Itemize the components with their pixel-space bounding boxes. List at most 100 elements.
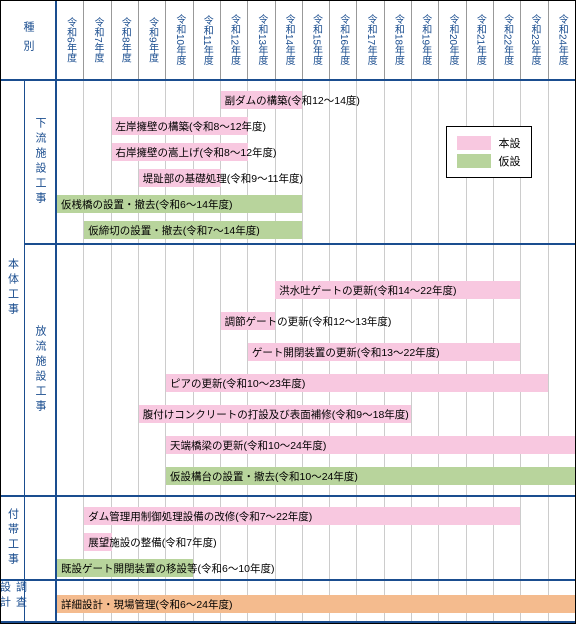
bar-row: ゲート開閉装置の更新(令和13～22年度): [57, 339, 575, 370]
gantt-bar: 右岸擁壁の嵩上げ(令和8～12年度): [112, 143, 248, 161]
row-header-label: 放流施設工事: [32, 325, 48, 415]
year-cell: 令和7年度: [83, 1, 110, 79]
gantt-bar: ゲート開閉装置の更新(令和13～22年度): [248, 343, 521, 361]
year-cell: 令和6年度: [57, 1, 83, 79]
year-label: 令和16年度: [336, 14, 351, 65]
gantt-bar: 既設ゲート開閉装置の移設等(令和6～10年度): [57, 559, 193, 577]
year-cell: 令和8年度: [111, 1, 138, 79]
year-label: 令和20年度: [445, 14, 460, 65]
year-cell: 令和9年度: [138, 1, 165, 79]
bar-row: 腹付けコンクリートの打設及び表面補修(令和9～18年度): [57, 401, 575, 432]
chart-area: 副ダムの構築(令和12～14度) 左岸擁壁の構築(令和8～12年度) 右岸擁壁の嵩上…: [57, 81, 575, 623]
bar-label: 仮桟橋の設置・撤去(令和6～14年度): [61, 197, 233, 212]
bar-label: 堤趾部の基礎処理(令和9～11年度): [143, 171, 303, 186]
row-header-cell: 下流施設工事: [25, 81, 55, 245]
year-label: 令和14年度: [281, 14, 296, 65]
year-cell: 令和19年度: [411, 1, 438, 79]
legend-label: 仮設: [499, 153, 521, 169]
bar-row: 詳細設計・現場管理(令和6～24年度): [57, 591, 575, 617]
bar-row: 調節ゲートの更新(令和12～13年度): [57, 308, 575, 339]
row-header-cell: 調査設計: [1, 581, 24, 623]
year-cell: 令和15年度: [302, 1, 329, 79]
bar-label: 仮設構台の設置・撤去(令和10～24年度): [170, 469, 358, 484]
year-cell: 令和17年度: [356, 1, 383, 79]
year-cell: 令和16年度: [329, 1, 356, 79]
bar-label: 右岸擁壁の嵩上げ(令和8～12年度): [116, 145, 277, 160]
legend-swatch: [457, 136, 491, 150]
bar-label: 腹付けコンクリートの打設及び表面補修(令和9～18年度): [143, 407, 409, 422]
year-cell: 令和18年度: [384, 1, 411, 79]
chart-body: 本体工事付帯工事調査設計 下流施設工事放流施設工事 副ダムの構築(令和12～14…: [1, 81, 575, 623]
year-label: 令和7年度: [90, 17, 105, 63]
bar-label: ダム管理用制御処理設備の改修(令和7～22年度): [88, 509, 312, 524]
year-cell: 令和12年度: [220, 1, 247, 79]
gantt-bar: 副ダムの構築(令和12～14度): [221, 91, 303, 109]
year-label: 令和18年度: [390, 14, 405, 65]
bar-row: 副ダムの構築(令和12～14度): [57, 87, 575, 113]
gantt-bar: 腹付けコンクリートの打設及び表面補修(令和9～18年度): [139, 405, 412, 423]
year-label: 令和12年度: [227, 14, 242, 65]
legend: 本設仮設: [446, 126, 532, 178]
gantt-bar: 洪水吐ゲートの更新(令和14～22年度): [275, 281, 520, 299]
corner-cell: 種別: [1, 1, 57, 79]
year-cell: 令和10年度: [165, 1, 192, 79]
year-cell: 令和13年度: [247, 1, 274, 79]
year-cell: 令和20年度: [438, 1, 465, 79]
bar-label: 左岸擁壁の構築(令和8～12年度): [116, 119, 267, 134]
section: 洪水吐ゲートの更新(令和14～22年度)調節ゲートの更新(令和12～13年度)ゲ…: [57, 245, 575, 497]
gantt-bar: 天端橋梁の更新(令和10～24年度): [166, 436, 575, 454]
legend-swatch: [457, 154, 491, 168]
bar-row: 天端橋梁の更新(令和10～24年度): [57, 432, 575, 463]
year-label: 令和19年度: [418, 14, 433, 65]
bar-label: 天端橋梁の更新(令和10～24年度): [170, 438, 326, 453]
bar-label: 詳細設計・現場管理(令和6～24年度): [61, 597, 233, 612]
year-label: 令和10年度: [172, 14, 187, 65]
row-header-outer: 本体工事付帯工事調査設計: [1, 81, 25, 623]
year-label: 令和23年度: [527, 14, 542, 65]
row-header-label: 下流施設工事: [32, 117, 48, 207]
row-header-cell: 放流施設工事: [25, 245, 55, 497]
year-label: 令和21年度: [472, 14, 487, 65]
year-cell: 令和24年度: [548, 1, 575, 79]
year-label: 令和22年度: [500, 14, 515, 65]
gantt-bar: 詳細設計・現場管理(令和6～24年度): [57, 595, 575, 613]
row-header-cell: [25, 497, 55, 581]
year-label: 令和15年度: [308, 14, 323, 65]
section: ダム管理用制御処理設備の改修(令和7～22年度) 展望施設の整備(令和7年度) 既設…: [57, 497, 575, 581]
row-header-cell: 本体工事: [1, 81, 24, 497]
year-label: 令和17年度: [363, 14, 378, 65]
bar-label: ゲート開閉装置の更新(令和13～22年度): [252, 345, 440, 360]
bar-row: 展望施設の整備(令和7年度): [57, 529, 575, 555]
corner-label: 種別: [20, 21, 36, 59]
section: 詳細設計・現場管理(令和6～24年度): [57, 581, 575, 623]
year-label: 令和11年度: [199, 15, 214, 65]
gantt-bar: ピアの更新(令和10～23年度): [166, 374, 548, 392]
gantt-bar: 調節ゲートの更新(令和12～13年度): [221, 312, 276, 330]
gantt-bar: ダム管理用制御処理設備の改修(令和7～22年度): [84, 507, 520, 525]
header-row: 種別 令和6年度令和7年度令和8年度令和9年度令和10年度令和11年度令和12年…: [1, 1, 575, 81]
bar-label: 仮締切の設置・撤去(令和7～14年度): [88, 223, 260, 238]
year-label: 令和8年度: [117, 17, 132, 63]
year-label: 令和6年度: [63, 17, 78, 63]
year-cell: 令和22年度: [493, 1, 520, 79]
legend-label: 本設: [499, 135, 521, 151]
year-label: 令和9年度: [145, 17, 160, 63]
gantt-bar: 左岸擁壁の構築(令和8～12年度): [112, 117, 248, 135]
gantt-bar: 仮桟橋の設置・撤去(令和6～14年度): [57, 195, 302, 213]
gantt-bar: 展望施設の整備(令和7年度): [84, 533, 111, 551]
bar-label: 副ダムの構築(令和12～14度): [225, 93, 360, 108]
bar-label: 既設ゲート開閉装置の移設等(令和6～10年度): [61, 561, 275, 576]
bar-label: 洪水吐ゲートの更新(令和14～22年度): [279, 283, 456, 298]
row-header-inner: 下流施設工事放流施設工事: [25, 81, 57, 623]
gantt-chart: 種別 令和6年度令和7年度令和8年度令和9年度令和10年度令和11年度令和12年…: [0, 0, 576, 624]
row-header-label: 本体工事: [5, 258, 21, 318]
gantt-bar: 堤趾部の基礎処理(令和9～11年度): [139, 169, 221, 187]
bar-row: ピアの更新(令和10～23年度): [57, 370, 575, 401]
year-cell: 令和14年度: [275, 1, 302, 79]
bar-row: 既設ゲート開閉装置の移設等(令和6～10年度): [57, 555, 575, 581]
bar-label: 調節ゲートの更新(令和12～13年度): [225, 314, 392, 329]
bar-label: ピアの更新(令和10～23年度): [170, 376, 305, 391]
bar-row: 仮設構台の設置・撤去(令和10～24年度): [57, 463, 575, 494]
bar-row: 仮締切の設置・撤去(令和7～14年度): [57, 217, 575, 243]
gantt-bar: 仮設構台の設置・撤去(令和10～24年度): [166, 467, 575, 485]
